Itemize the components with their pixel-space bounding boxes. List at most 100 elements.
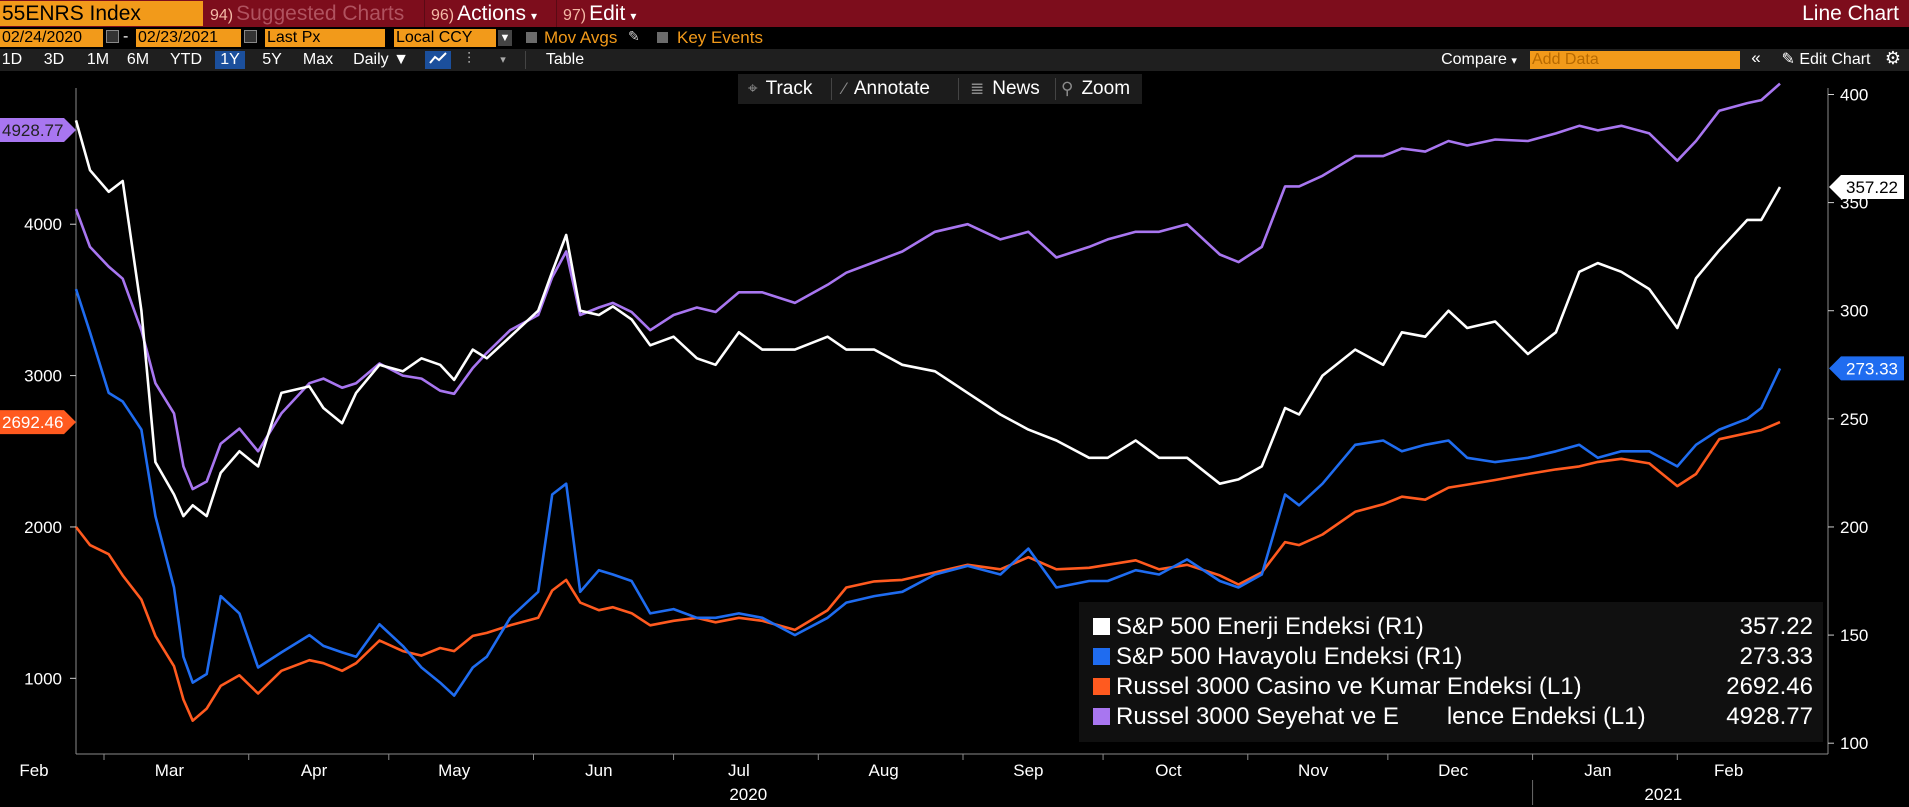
right-tick-label: 300 xyxy=(1840,302,1868,321)
compare-menu[interactable]: Compare ▾ xyxy=(1436,51,1522,69)
x-month-label: Aug xyxy=(869,761,899,780)
x-month-label: Feb xyxy=(1714,761,1743,780)
menu-label: Actions xyxy=(457,2,526,25)
x-month-label: May xyxy=(438,761,471,780)
series-line[interactable] xyxy=(74,420,1781,723)
compare-label: Compare xyxy=(1441,51,1507,68)
divider xyxy=(831,78,832,100)
key-events-label[interactable]: Key Events xyxy=(677,28,763,47)
add-data-input[interactable]: Add Data xyxy=(1530,51,1740,69)
checkbox-icon[interactable] xyxy=(657,32,668,43)
period-6m-button[interactable]: 6M xyxy=(126,51,150,68)
series-line[interactable] xyxy=(74,120,1782,518)
edit-chart-button[interactable]: ✎ Edit Chart xyxy=(1772,51,1880,69)
series-line[interactable] xyxy=(74,82,1781,491)
currency-select[interactable]: Local CCY xyxy=(394,29,496,47)
pencil-icon: ✎ xyxy=(1781,51,1795,68)
menu-label: Suggested Charts xyxy=(236,2,405,25)
legend-label: Russel 3000 Casino ve Kumar Endeksi (L1) xyxy=(1116,673,1582,700)
x-month-label: Oct xyxy=(1155,761,1182,780)
security-input[interactable]: 55ENRS Index xyxy=(0,1,203,26)
actions-menu[interactable]: 96) Actions ▾ xyxy=(424,0,554,27)
zoom-label: Zoom xyxy=(1081,78,1131,99)
legend-item[interactable]: S&P 500 Enerji Endeksi (R1) xyxy=(1093,612,1424,642)
legend-item[interactable]: Russel 3000 Seyehat ve E lence Endeksi (… xyxy=(1093,702,1646,732)
legend-item[interactable]: Russel 3000 Casino ve Kumar Endeksi (L1) xyxy=(1093,672,1582,702)
checkbox-icon[interactable] xyxy=(526,32,537,43)
bar-chart-icon[interactable]: ⫶ xyxy=(466,51,471,68)
annotate-tool[interactable]: ⁄ Annotate xyxy=(843,74,930,104)
date-separator: - xyxy=(123,28,129,45)
dropdown-caret-icon: ▼ xyxy=(393,51,409,68)
zoom-tool[interactable]: ⚲ Zoom xyxy=(1061,74,1130,104)
period-3d-button[interactable]: 3D xyxy=(43,51,65,68)
legend-label: S&P 500 Enerji Endeksi (R1) xyxy=(1116,613,1424,640)
x-month-label: Mar xyxy=(155,761,185,780)
divider xyxy=(958,78,959,100)
series-line[interactable] xyxy=(74,288,1782,697)
x-month-label: Jun xyxy=(585,761,612,780)
pencil-icon: ⁄ xyxy=(843,79,846,98)
end-date-field[interactable]: 02/23/2021 xyxy=(136,29,241,47)
left-tick-label: 4000 xyxy=(24,215,62,234)
period-1d-button[interactable]: 1D xyxy=(1,51,23,68)
last-value-label: 273.33 xyxy=(1846,359,1898,378)
legend-value: 4928.77 xyxy=(1726,703,1813,730)
table-button[interactable]: Table xyxy=(525,51,604,69)
title-bar: 55ENRS Index 94) Suggested Charts 96) Acti… xyxy=(0,0,1909,27)
x-month-label: Feb xyxy=(19,761,48,780)
last-value-label: 4928.77 xyxy=(2,121,63,140)
period-ytd-button[interactable]: YTD xyxy=(170,51,202,68)
x-month-label: Nov xyxy=(1298,761,1329,780)
track-label: Track xyxy=(765,78,813,99)
dropdown-caret-icon: ▾ xyxy=(630,9,637,23)
price-field-select[interactable]: Last Px xyxy=(265,29,385,47)
start-date-field[interactable]: 02/24/2020 xyxy=(0,29,103,47)
edit-menu[interactable]: 97) Edit ▾ xyxy=(556,0,656,27)
edit-chart-label: Edit Chart xyxy=(1799,51,1871,68)
collapse-icon[interactable]: « xyxy=(1751,48,1761,67)
period-max-button[interactable]: Max xyxy=(302,51,334,68)
mov-avgs-label[interactable]: Mov Avgs xyxy=(544,28,618,47)
calendar-icon[interactable] xyxy=(106,30,119,43)
period-1y-button[interactable]: 1Y xyxy=(215,51,245,69)
dropdown-caret-icon[interactable]: ▼ xyxy=(498,30,512,46)
pencil-icon[interactable]: ✎ xyxy=(628,28,640,44)
calendar-icon[interactable] xyxy=(244,30,257,43)
news-tool[interactable]: ≣ News xyxy=(970,74,1040,104)
legend-swatch xyxy=(1093,618,1110,635)
x-month-label: Apr xyxy=(301,761,328,780)
legend-swatch xyxy=(1093,648,1110,665)
dropdown-caret-icon[interactable]: ▾ xyxy=(500,54,506,66)
line-chart-icon[interactable] xyxy=(425,51,451,69)
legend-item[interactable]: S&P 500 Havayolu Endeksi (R1) xyxy=(1093,642,1462,672)
frequency-select[interactable]: Daily ▼ xyxy=(348,51,414,69)
last-value-label: 2692.46 xyxy=(2,413,63,432)
gear-icon[interactable]: ⚙ xyxy=(1884,48,1902,68)
period-5y-button[interactable]: 5Y xyxy=(262,51,282,68)
right-tick-label: 250 xyxy=(1840,410,1868,429)
news-icon: ≣ xyxy=(970,79,985,98)
x-month-label: Sep xyxy=(1013,761,1043,780)
x-year-label: 2020 xyxy=(729,785,767,804)
x-month-label: Jan xyxy=(1584,761,1611,780)
last-value-label: 357.22 xyxy=(1846,178,1898,197)
left-tick-label: 1000 xyxy=(24,669,62,688)
suggested-charts-menu[interactable]: 94) Suggested Charts xyxy=(204,0,422,27)
track-tool[interactable]: ⌖ Track xyxy=(748,74,812,104)
x-year-label: 2021 xyxy=(1644,785,1682,804)
annotate-label: Annotate xyxy=(853,78,930,99)
divider xyxy=(1055,78,1056,100)
legend-value: 357.22 xyxy=(1739,613,1813,640)
view-title: Line Chart xyxy=(1802,2,1899,25)
period-1m-button[interactable]: 1M xyxy=(86,51,110,68)
last-value-tag xyxy=(1829,356,1904,381)
news-label: News xyxy=(992,78,1040,99)
right-tick-label: 100 xyxy=(1840,734,1868,753)
right-tick-label: 200 xyxy=(1840,518,1868,537)
legend-value: 2692.46 xyxy=(1726,673,1813,700)
zoom-icon: ⚲ xyxy=(1061,79,1074,98)
menu-label: Edit xyxy=(589,2,626,25)
legend: S&P 500 Enerji Endeksi (R1) 357.22 S&P 5… xyxy=(1079,602,1823,742)
